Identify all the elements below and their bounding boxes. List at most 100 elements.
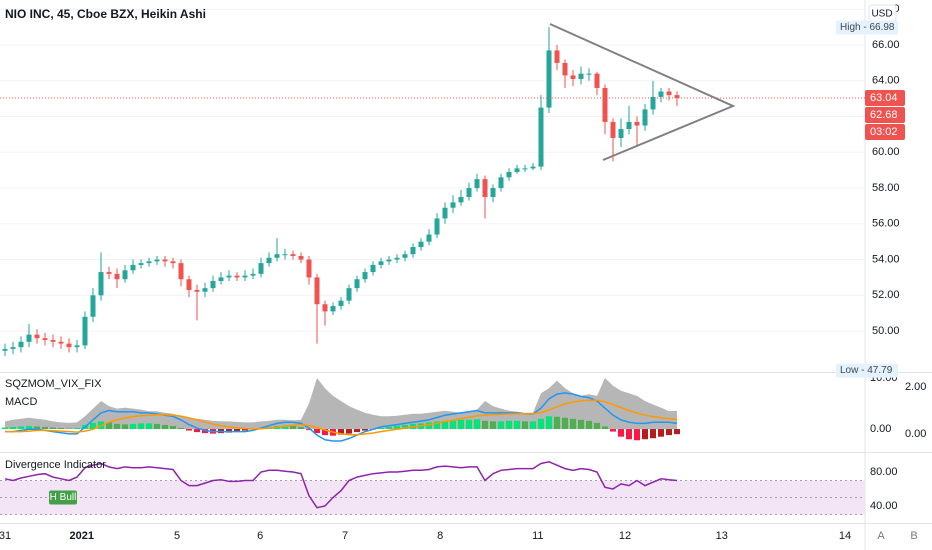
currency[interactable]: USD [871,9,892,20]
candle-body [282,254,288,256]
candle-body [322,304,328,312]
histogram-bar [426,422,432,430]
histogram-bar [122,424,128,430]
histogram-bar [482,420,488,430]
candle-body [106,272,112,274]
y-tick-label: 54.00 [872,253,900,265]
histogram-bar [2,427,8,430]
histogram-bar [522,421,528,430]
candle-body [578,73,584,80]
histogram-bar [610,429,616,432]
last-price-label: 63.04 [870,92,898,104]
candle-body [202,288,208,292]
candle-body [458,196,464,203]
candle-body [426,234,432,242]
histogram-bar [34,426,40,430]
histogram-bar [386,426,392,430]
histogram-bar [314,429,320,434]
candle-body [298,255,304,260]
y-tick-label: 58.00 [872,182,900,194]
candle-body [42,338,48,341]
histogram-bar [242,429,248,431]
histogram-bar [594,422,600,430]
histogram-bar [570,418,576,430]
price-tag-label: 62.68 [870,109,898,121]
x-tick-label: 11 [532,530,543,542]
candle-body [362,272,368,280]
candle-body [138,263,144,265]
candle-body [370,264,376,273]
candle-body [570,75,576,80]
candle-body [602,87,608,122]
candle-body [650,96,656,110]
candle-body [338,300,344,307]
candle-body [74,345,80,348]
low-tag [836,363,898,378]
pane-title: Divergence Indicator [5,459,106,471]
y-tick-label: 52.00 [872,289,900,301]
histogram-bar [306,429,312,431]
histogram-bar [282,425,288,430]
candle-body [394,257,400,260]
histogram-bar [10,426,16,430]
x-tick-label: 7 [342,530,348,542]
x-tick-label: 13 [716,530,728,542]
histogram-bar [490,421,496,430]
line [5,399,678,436]
pane-subtitle: MACD [5,396,37,408]
candle-body [290,254,296,256]
x-tick-label: 5 [174,530,180,542]
histogram-bar [290,425,296,430]
button[interactable]: A [877,530,885,542]
candle-body [378,261,384,265]
price-tag [865,106,905,123]
y-tick-label: 2.00 [905,381,926,393]
candle-body [498,177,504,189]
histogram-bar [498,421,504,430]
candle-body [642,109,648,126]
candle-body [626,121,632,130]
histogram-bar [402,424,408,430]
histogram-bar [602,426,608,430]
candle-body [354,279,360,289]
x-tick-label: 31 [0,530,11,542]
histogram-bar [450,420,456,430]
button[interactable]: B [910,530,917,542]
candle-body [554,50,560,63]
histogram-bar [642,429,648,440]
histogram-bar [322,429,328,436]
histogram-bar [626,429,632,440]
y-tick-label: 0.00 [905,428,926,440]
histogram-bar [474,419,480,430]
candle-body [186,279,192,290]
chart-title: NIO INC, 45, Cboe BZX, Heikin Ashi [5,7,206,21]
price-tag-label: 03:02 [870,126,898,138]
candle-body [402,254,408,258]
candle-body [450,202,456,208]
candle-body [506,171,512,178]
candle-body [162,259,168,262]
candle-body [546,50,552,108]
candle-body [98,272,104,296]
annotation-box [49,490,77,505]
candle-body [234,275,240,278]
histogram-bar [66,428,72,430]
histogram-bar [106,422,112,430]
y-tick-label: 0.00 [870,423,891,435]
x-tick-label: 2021 [70,530,94,542]
candle-body [618,129,624,139]
y-tick-label: 80.00 [870,466,898,478]
histogram-bar [650,429,656,439]
candle-body [410,247,416,255]
histogram-bar [506,420,512,430]
histogram-bar [346,429,352,434]
candle-body [114,273,120,280]
y-tick-label: 66.00 [872,39,900,51]
candle-body [210,281,216,289]
high-tag [836,20,898,35]
histogram-bar [146,423,152,430]
y-tick-label: 50.00 [872,325,900,337]
candle-body [666,91,672,96]
candle-body [514,168,520,172]
candle-body [258,263,264,274]
